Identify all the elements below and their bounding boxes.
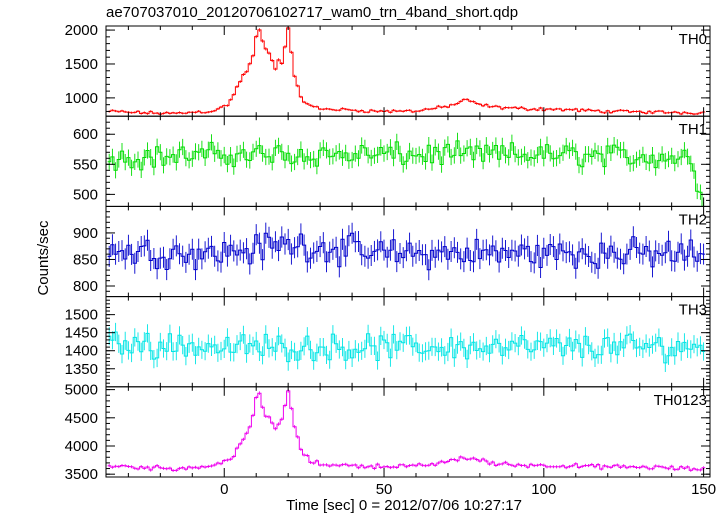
y-tick-label: 1450 bbox=[65, 325, 98, 342]
panel-th2: 800 850 900 TH2 bbox=[73, 205, 711, 298]
panel-label: TH2 bbox=[679, 211, 707, 228]
panel-th1: 500 550 600 TH1 bbox=[73, 115, 711, 207]
y-tick-label: 2000 bbox=[65, 22, 98, 39]
panel-label: TH0 bbox=[679, 31, 707, 48]
panel-label: TH1 bbox=[679, 121, 707, 138]
series-th0123-error-bars bbox=[108, 389, 705, 472]
y-tick-label: 850 bbox=[73, 251, 98, 268]
series-th0123-line bbox=[107, 390, 706, 471]
x-axis-label: Time [sec] 0 = 2012/07/06 10:27:17 bbox=[286, 497, 522, 514]
y-tick-label: 1500 bbox=[65, 307, 98, 324]
panels-group: 1000 1500 2000 TH0 500 550 600 TH1 800 850 900 TH2 1… bbox=[65, 22, 711, 483]
panel-frame bbox=[105, 25, 711, 117]
x-tick-label: 0 bbox=[220, 481, 228, 498]
series-th3-line bbox=[107, 331, 706, 364]
y-tick-label: 1400 bbox=[65, 343, 98, 360]
panel-th0: 1000 1500 2000 TH0 bbox=[65, 22, 711, 117]
y-tick-label: 4000 bbox=[65, 438, 98, 455]
series-th2-error-bars bbox=[108, 222, 705, 281]
y-tick-label: 3500 bbox=[65, 466, 98, 483]
series-th3-error-bars bbox=[108, 322, 705, 372]
series-th0-line bbox=[107, 27, 706, 115]
panel-label: TH0123 bbox=[654, 392, 707, 409]
y-axis-label: Counts/sec bbox=[35, 220, 52, 296]
y-tick-label: 600 bbox=[73, 126, 98, 143]
panel-th0123: 3500 4000 4500 5000 TH0123 bbox=[65, 382, 711, 483]
x-tick-label: 50 bbox=[376, 481, 393, 498]
panel-label: TH3 bbox=[679, 302, 707, 319]
series-th2-line bbox=[107, 232, 706, 271]
y-tick-label: 800 bbox=[73, 278, 98, 295]
x-tick-label: 100 bbox=[531, 481, 556, 498]
y-tick-label: 1000 bbox=[65, 90, 98, 107]
x-axis: 0 50 100 150 bbox=[220, 481, 716, 498]
y-tick-label: 1500 bbox=[65, 56, 98, 73]
y-tick-label: 1350 bbox=[65, 361, 98, 378]
series-th0-error-bars bbox=[108, 26, 705, 116]
series-th1-line bbox=[107, 140, 703, 207]
x-tick-label: 150 bbox=[691, 481, 716, 498]
y-tick-label: 4500 bbox=[65, 410, 98, 427]
y-tick-label: 5000 bbox=[65, 382, 98, 399]
panel-frame bbox=[105, 386, 711, 478]
y-tick-label: 900 bbox=[73, 225, 98, 242]
y-tick-label: 550 bbox=[73, 156, 98, 173]
y-tick-label: 500 bbox=[73, 186, 98, 203]
chart-title: ae707037010_20120706102717_wam0_trn_4ban… bbox=[106, 4, 518, 21]
